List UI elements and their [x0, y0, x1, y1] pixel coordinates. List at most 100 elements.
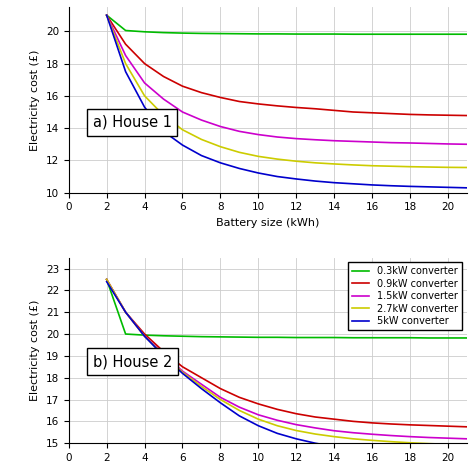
- 1.5kW converter: [407, 434, 413, 439]
- 2.7kW converter: [388, 439, 394, 445]
- Line: 2.7kW converter: 2.7kW converter: [107, 280, 467, 445]
- 2.7kW converter: [426, 441, 432, 447]
- 1.5kW converter: [350, 430, 356, 436]
- 0.3kW converter: [445, 335, 451, 341]
- 0.3kW converter: [237, 334, 242, 340]
- 5kW converter: [350, 446, 356, 452]
- 5kW converter: [199, 386, 204, 392]
- 0.9kW converter: [350, 419, 356, 424]
- 0.9kW converter: [426, 423, 432, 428]
- 2.7kW converter: [218, 397, 223, 402]
- 2.7kW converter: [464, 442, 470, 447]
- Line: 1.5kW converter: 1.5kW converter: [107, 280, 467, 439]
- 5kW converter: [464, 454, 470, 460]
- 0.3kW converter: [142, 332, 147, 338]
- 1.5kW converter: [237, 404, 242, 410]
- 1.5kW converter: [199, 382, 204, 387]
- 2.7kW converter: [199, 383, 204, 389]
- 0.3kW converter: [161, 333, 166, 338]
- 5kW converter: [274, 430, 280, 436]
- 0.3kW converter: [218, 334, 223, 340]
- 5kW converter: [237, 413, 242, 419]
- 0.3kW converter: [293, 335, 299, 340]
- 0.9kW converter: [293, 411, 299, 417]
- 1.5kW converter: [464, 436, 470, 442]
- 1.5kW converter: [123, 310, 128, 315]
- 1.5kW converter: [180, 368, 185, 374]
- 0.9kW converter: [407, 422, 413, 428]
- 2.7kW converter: [142, 333, 147, 339]
- 1.5kW converter: [161, 351, 166, 356]
- 0.3kW converter: [369, 335, 375, 341]
- 5kW converter: [312, 440, 318, 446]
- 0.3kW converter: [464, 335, 470, 341]
- 5kW converter: [161, 353, 166, 359]
- 5kW converter: [255, 423, 261, 428]
- 0.3kW converter: [104, 277, 109, 283]
- 0.3kW converter: [426, 335, 432, 341]
- 2.7kW converter: [331, 434, 337, 439]
- 0.9kW converter: [369, 420, 375, 426]
- 2.7kW converter: [237, 408, 242, 413]
- 5kW converter: [407, 451, 413, 457]
- 5kW converter: [123, 310, 128, 315]
- 1.5kW converter: [274, 418, 280, 423]
- 5kW converter: [142, 333, 147, 339]
- 0.3kW converter: [350, 335, 356, 341]
- 1.5kW converter: [445, 435, 451, 441]
- 2.7kW converter: [445, 441, 451, 447]
- 5kW converter: [445, 453, 451, 459]
- 2.7kW converter: [161, 352, 166, 357]
- 0.9kW converter: [142, 331, 147, 337]
- 0.9kW converter: [161, 349, 166, 355]
- Line: 0.9kW converter: 0.9kW converter: [107, 280, 467, 427]
- 1.5kW converter: [104, 277, 109, 283]
- X-axis label: Battery size (kWh): Battery size (kWh): [216, 218, 319, 228]
- 0.3kW converter: [274, 335, 280, 340]
- 0.9kW converter: [312, 414, 318, 420]
- 0.3kW converter: [255, 335, 261, 340]
- 1.5kW converter: [293, 422, 299, 428]
- 1.5kW converter: [331, 428, 337, 434]
- Y-axis label: Electricity cost (£): Electricity cost (£): [30, 300, 40, 401]
- 1.5kW converter: [218, 394, 223, 400]
- 0.9kW converter: [237, 394, 242, 400]
- 0.9kW converter: [218, 386, 223, 392]
- 5kW converter: [369, 448, 375, 454]
- 2.7kW converter: [293, 428, 299, 433]
- Text: a) House 1: a) House 1: [92, 115, 172, 130]
- 1.5kW converter: [312, 425, 318, 431]
- 5kW converter: [293, 436, 299, 442]
- 0.3kW converter: [180, 333, 185, 339]
- 0.3kW converter: [312, 335, 318, 340]
- 1.5kW converter: [255, 412, 261, 418]
- 0.9kW converter: [274, 407, 280, 412]
- 0.9kW converter: [104, 277, 109, 283]
- 5kW converter: [388, 450, 394, 456]
- 0.9kW converter: [331, 416, 337, 422]
- 0.3kW converter: [199, 334, 204, 339]
- 1.5kW converter: [142, 333, 147, 339]
- 0.3kW converter: [407, 335, 413, 341]
- 2.7kW converter: [350, 436, 356, 442]
- 1.5kW converter: [388, 433, 394, 438]
- 0.9kW converter: [180, 364, 185, 370]
- 0.3kW converter: [331, 335, 337, 340]
- 2.7kW converter: [274, 423, 280, 428]
- 2.7kW converter: [123, 310, 128, 315]
- 5kW converter: [104, 279, 109, 284]
- 0.9kW converter: [388, 421, 394, 427]
- 2.7kW converter: [369, 438, 375, 443]
- Text: b) House 2: b) House 2: [92, 354, 172, 369]
- 2.7kW converter: [255, 416, 261, 422]
- 5kW converter: [426, 452, 432, 458]
- 5kW converter: [331, 444, 337, 449]
- Line: 5kW converter: 5kW converter: [107, 282, 467, 457]
- Legend: 0.3kW converter, 0.9kW converter, 1.5kW converter, 2.7kW converter, 5kW converte: 0.3kW converter, 0.9kW converter, 1.5kW …: [348, 263, 462, 330]
- 0.3kW converter: [123, 331, 128, 337]
- 1.5kW converter: [369, 431, 375, 437]
- Line: 0.3kW converter: 0.3kW converter: [107, 280, 467, 338]
- 0.9kW converter: [199, 375, 204, 381]
- Y-axis label: Electricity cost (£): Electricity cost (£): [30, 49, 40, 151]
- 0.9kW converter: [445, 423, 451, 429]
